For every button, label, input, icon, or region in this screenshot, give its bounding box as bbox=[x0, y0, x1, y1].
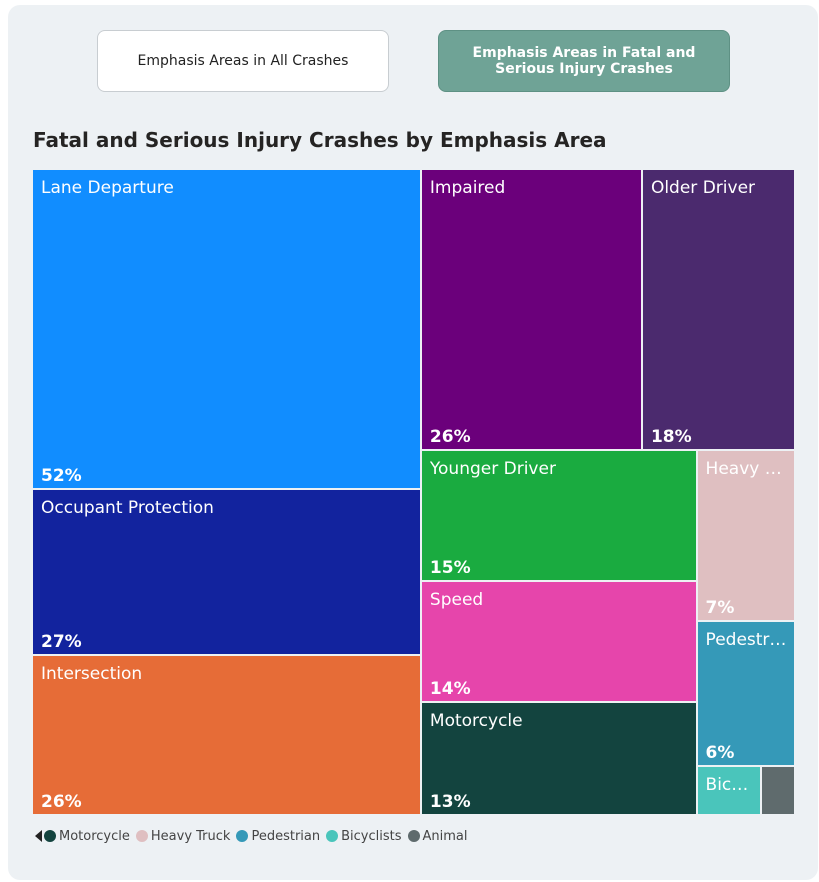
value-label: 14% bbox=[429, 679, 471, 700]
cell-label: Younger Driver bbox=[429, 459, 556, 480]
legend-label: Bicyclists bbox=[341, 828, 402, 844]
treemap-cell: Older Driver 18% bbox=[642, 170, 794, 450]
cell-label: Pedestrian bbox=[705, 629, 788, 650]
legend-prev[interactable] bbox=[34, 829, 44, 843]
value-label: 27% bbox=[41, 632, 82, 653]
legend-marker bbox=[44, 830, 56, 842]
treemap-cell: Pedestrian 6% bbox=[697, 621, 794, 766]
value-label: 6% bbox=[705, 743, 735, 764]
cell-label: Bicyclists bbox=[705, 775, 754, 796]
value-label: 18% bbox=[650, 427, 692, 448]
value-label: 7% bbox=[705, 597, 735, 618]
treemap-cell: Speed 14% bbox=[421, 581, 696, 702]
legend-marker bbox=[135, 830, 148, 842]
cell-label: Older Driver bbox=[650, 178, 756, 198]
legend-label: Animal bbox=[422, 828, 468, 844]
legend: Motorcycle Heavy Truck Pedestrian Bicyclist… bbox=[34, 826, 474, 846]
cell-label: Speed bbox=[429, 589, 484, 610]
treemap-cell bbox=[761, 767, 794, 814]
treemap-cell: Younger Driver 15% bbox=[421, 451, 696, 580]
treemap-cell: Heavy Truck 7% bbox=[697, 451, 794, 620]
legend-label: Pedestrian bbox=[251, 828, 321, 844]
cell-label: Motorcycle bbox=[429, 711, 523, 732]
treemap-cell: Lane Departure 52% bbox=[33, 170, 420, 488]
value-label: 15% bbox=[429, 557, 471, 578]
treemap-cell: Motorcycle 13% bbox=[421, 703, 696, 814]
legend-item: Heavy Truck bbox=[135, 828, 231, 844]
value-label: 26% bbox=[41, 791, 82, 812]
legend-item: Animal bbox=[407, 828, 468, 844]
value-label: 26% bbox=[429, 427, 471, 448]
legend-label: Heavy Truck bbox=[150, 828, 231, 844]
value-label: 52% bbox=[41, 465, 82, 486]
legend-marker bbox=[326, 830, 339, 842]
legend-item: Motorcycle bbox=[44, 829, 130, 844]
cell-label: Heavy Truck bbox=[705, 459, 788, 480]
button[interactable]: Emphasis Areas in Fatal and Serious Inju… bbox=[438, 30, 730, 92]
treemap-cell: Intersection 26% bbox=[33, 656, 420, 814]
cell-label: Impaired bbox=[429, 178, 506, 198]
treemap-cell: Occupant Protection 27% bbox=[33, 489, 420, 655]
cell-label: Occupant Protection bbox=[41, 497, 214, 518]
cell-label: Lane Departure bbox=[41, 178, 174, 198]
legend-marker bbox=[236, 830, 249, 842]
treemap-cell: Bicyclists bbox=[697, 767, 760, 814]
legend-label: Motorcycle bbox=[59, 828, 130, 844]
legend-item: Bicyclists bbox=[326, 828, 402, 844]
button[interactable]: Emphasis Areas in All Crashes bbox=[97, 30, 389, 92]
legend-item: Pedestrian bbox=[236, 829, 320, 844]
cell-label: Intersection bbox=[41, 664, 143, 685]
chart-title: Fatal and Serious Injury Crashes by Emph… bbox=[33, 128, 607, 152]
value-label: 13% bbox=[429, 791, 471, 812]
treemap-cell: Impaired 26% bbox=[421, 170, 641, 450]
legend-marker bbox=[407, 830, 420, 842]
